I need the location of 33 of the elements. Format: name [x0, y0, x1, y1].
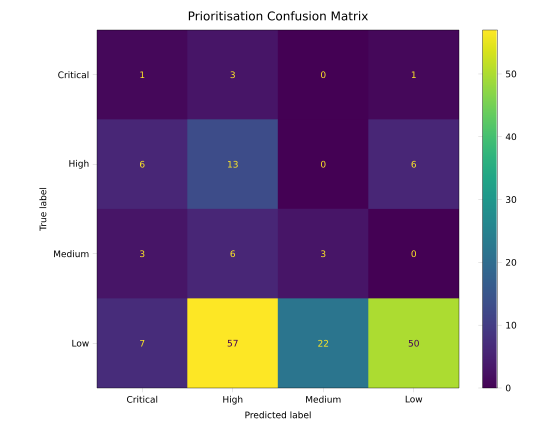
- data-label: 0: [411, 250, 416, 258]
- data-label: 1: [140, 71, 144, 78]
- y-tick-label: High: [69, 160, 88, 169]
- data-label: 50: [408, 340, 419, 347]
- x-tick-label: High: [223, 396, 242, 405]
- x-tick-label: Medium: [306, 396, 340, 403]
- data-label: 3: [140, 250, 144, 258]
- x-tick-label: Low: [406, 396, 422, 402]
- data-label: 13: [228, 160, 238, 168]
- data-label: 57: [228, 340, 238, 347]
- color-bar-label: 20: [506, 258, 516, 266]
- y-tick-label: Critical: [58, 71, 88, 78]
- data-label: 7: [140, 340, 144, 347]
- color-bar-label: 30: [506, 196, 516, 203]
- data-label: 1: [412, 71, 416, 78]
- data-label: 3: [230, 71, 235, 78]
- data-label: 6: [140, 160, 145, 168]
- color-bar-label: 0: [506, 384, 510, 392]
- color-bar-label: 40: [506, 133, 516, 140]
- data-label: 3: [321, 250, 326, 258]
- chart-title: Prioritisation Confusion Matrix: [188, 11, 368, 20]
- x-axis-title: Predicted label: [245, 411, 311, 418]
- y-axis-title: True label: [39, 188, 46, 231]
- data-label: 0: [320, 160, 326, 168]
- data-label: 6: [230, 250, 236, 258]
- color-bar-label: 50: [506, 70, 516, 78]
- data-label: 22: [318, 340, 328, 347]
- data-label: 6: [412, 160, 416, 168]
- color-bar-label: 10: [506, 322, 516, 329]
- y-tick-label: Low: [72, 340, 89, 347]
- y-tick-label: Medium: [54, 250, 88, 258]
- x-tick-label: Critical: [127, 396, 158, 403]
- data-label: 0: [320, 71, 326, 78]
